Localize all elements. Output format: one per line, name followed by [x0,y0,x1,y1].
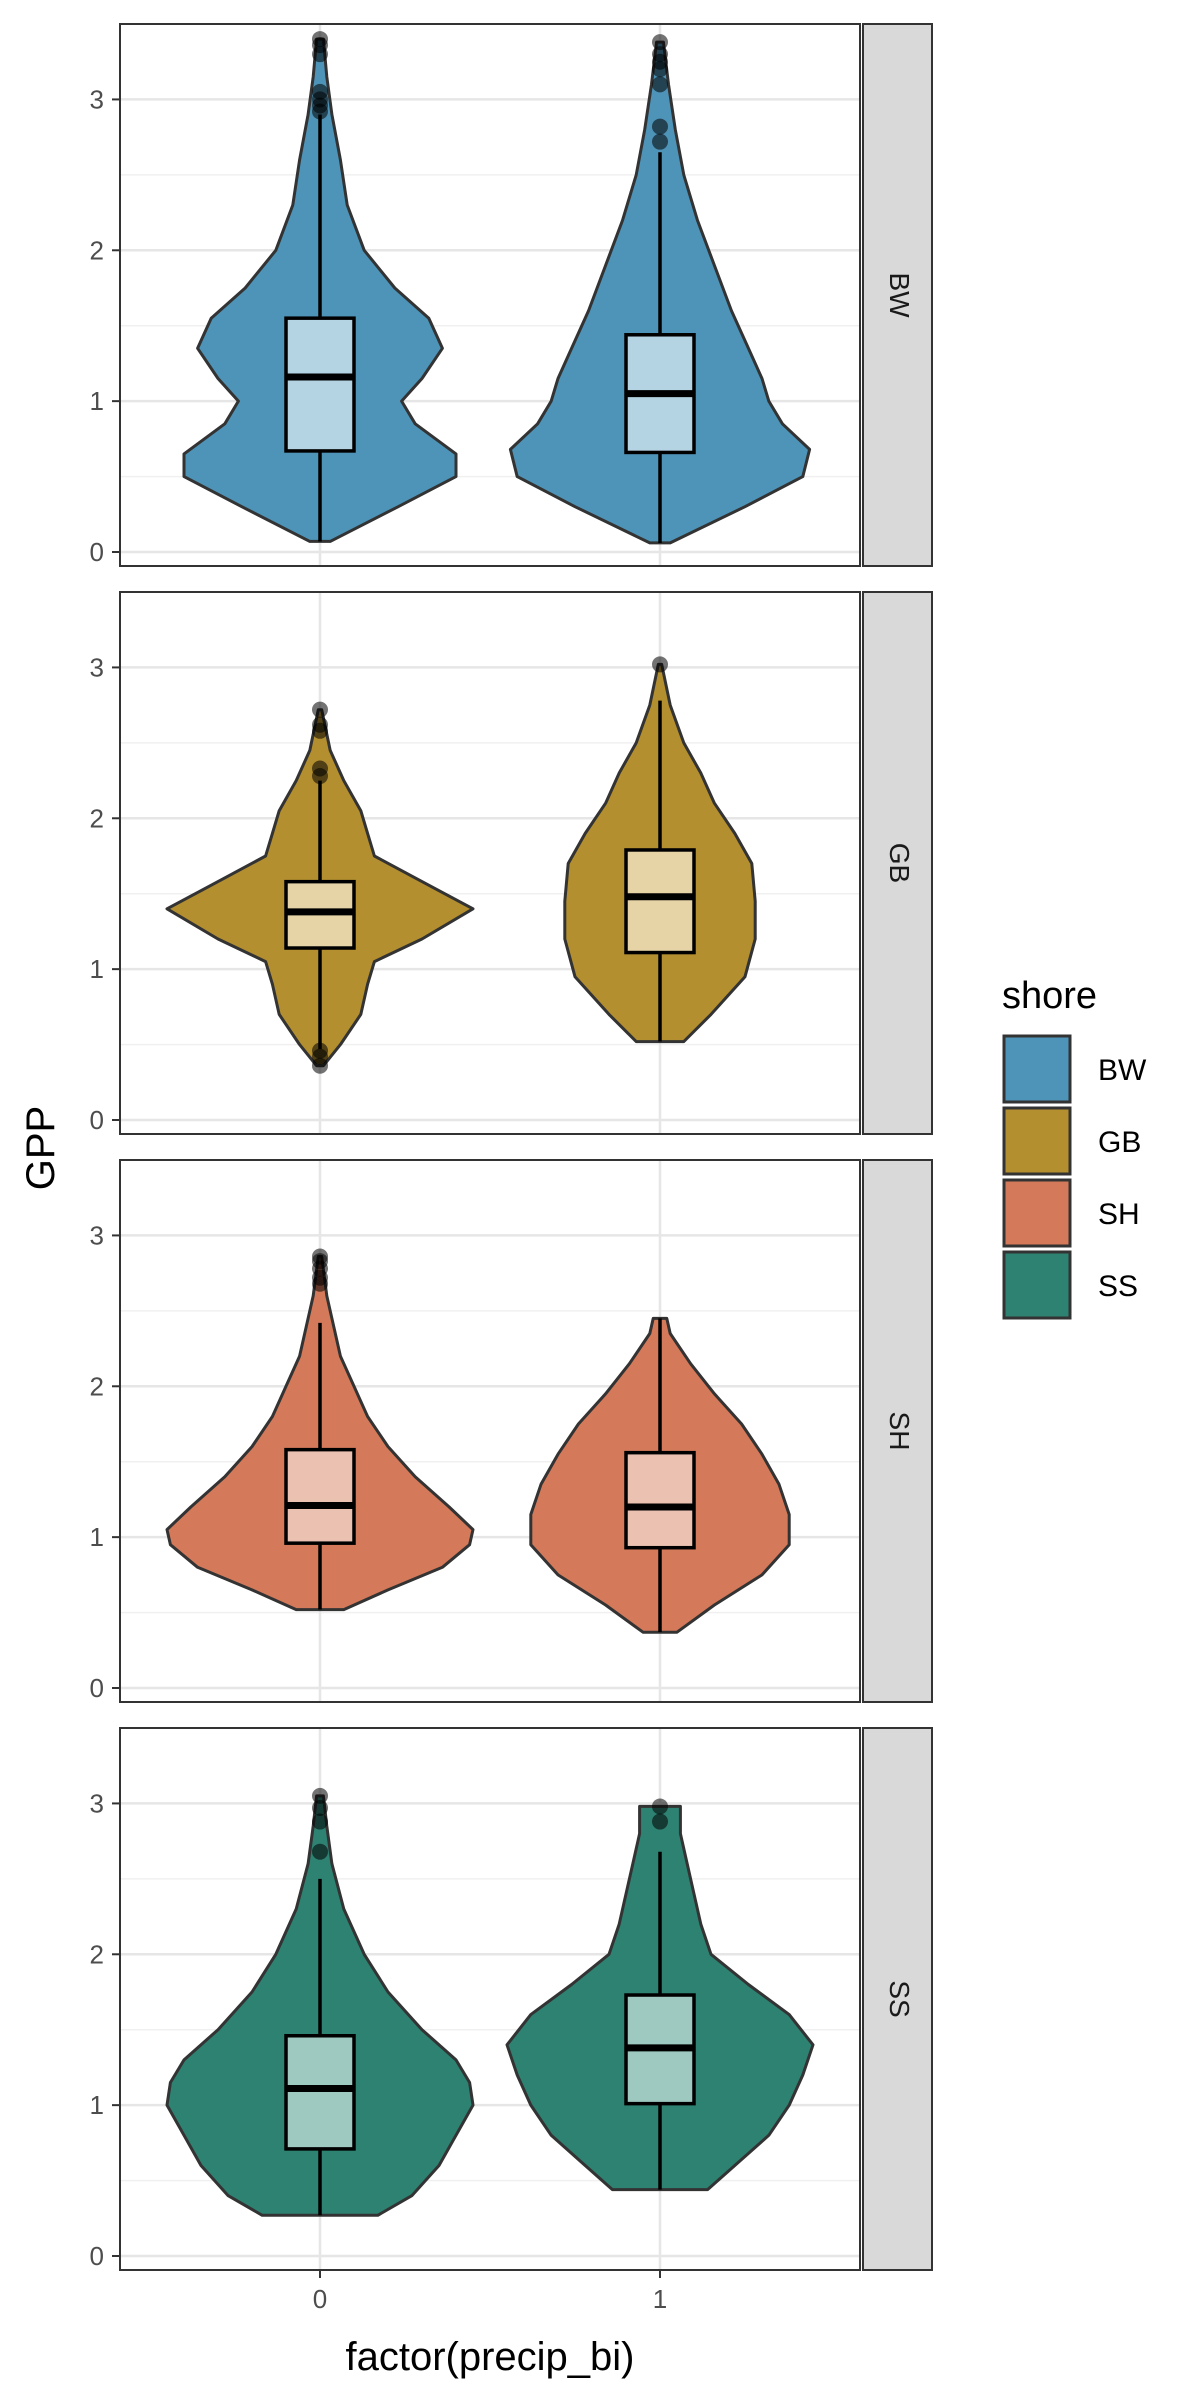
violin-group-1 [563,656,757,1044]
y-tick-label: 2 [90,1371,104,1401]
violin-group-1 [505,1798,815,2192]
x-tick-label: 0 [313,2284,327,2314]
violin-group-1 [508,34,812,545]
x-tick-label: 1 [653,2284,667,2314]
outlier-point [312,83,328,100]
y-tick-label: 2 [90,235,104,265]
panel-border [119,23,861,567]
outlier-point [652,118,668,135]
legend-key [1002,1106,1072,1176]
panel-ss: 0 1 2 3 SS 0 1 [90,1727,933,2314]
y-tick-label: 3 [90,84,104,114]
box [624,1450,696,1550]
outlier-point [312,701,328,718]
facet-strip-label: SS [884,1980,915,2017]
box [284,1447,356,1545]
legend-key [1002,1178,1072,1248]
box [284,2033,356,2151]
box [624,848,696,955]
legend-label: SS [1098,1270,1138,1303]
panel-border [119,591,861,1135]
x-axis-title: factor(precip_bi) [345,2335,634,2379]
violin-group-0 [165,1787,475,2217]
outlier-point [652,34,668,51]
legend-label: GB [1098,1126,1141,1159]
legend-key [1002,1034,1072,1104]
violin-group-0 [165,1248,475,1612]
y-tick-label: 0 [90,1673,104,1703]
y-tick-label: 0 [90,2241,104,2271]
facet-strip-label: BW [884,272,915,318]
panel-bw: 0 1 2 3 BW [90,23,933,567]
y-axis-title: GPP [19,1106,63,1190]
panel-background [120,1160,860,1702]
outlier-point [652,1798,668,1815]
facet-strip-label: SH [884,1412,915,1451]
facet-strip [862,1727,933,2271]
outlier-point [312,1799,328,1816]
outlier-point [312,1787,328,1804]
legend-entry-sh: SH [1002,1178,1140,1248]
outlier-point [652,1813,668,1830]
legend-key [1002,1250,1072,1320]
facet-strip [862,1159,933,1703]
y-tick-label: 3 [90,1220,104,1250]
panel-border [119,1159,861,1703]
outlier-point [312,760,328,777]
y-tick-label: 1 [90,1522,104,1552]
legend-entry-bw: BW [1002,1034,1147,1104]
box [284,316,356,453]
panel-sh: 0 1 2 3 SH [90,1159,933,1703]
legend-entry-ss: SS [1002,1250,1138,1320]
outlier-point [652,133,668,150]
outlier-point [652,656,668,673]
violin-group-0 [165,701,475,1074]
legend-entry-gb: GB [1002,1106,1141,1176]
y-tick-label: 1 [90,386,104,416]
y-tick-label: 3 [90,1788,104,1818]
legend-title: shore [1002,975,1097,1017]
y-tick-label: 1 [90,954,104,984]
outlier-point [312,1813,328,1830]
y-tick-label: 3 [90,652,104,682]
legend-label: SH [1098,1198,1140,1231]
y-tick-label: 0 [90,537,104,567]
legend: shore BW GB SH SS [1002,975,1147,1320]
y-tick-label: 2 [90,1939,104,1969]
outlier-point [312,716,328,733]
facet-strip-label: GB [884,843,915,883]
facet-strip [862,23,933,567]
panel-gb: 0 1 2 3 GB [90,591,933,1135]
outlier-point [312,1042,328,1059]
panels-layer: 0 1 2 3 BW 0 1 2 3 GB 0 1 2 3 SH 0 1 2 3 SS 0 1 [90,23,933,2314]
outlier-point [312,31,328,48]
y-tick-label: 2 [90,803,104,833]
facet-strip [862,591,933,1135]
y-tick-label: 0 [90,1105,104,1135]
outlier-point [312,1843,328,1860]
violin-group-0 [182,31,458,543]
violin-group-1 [529,1316,791,1634]
y-tick-label: 1 [90,2090,104,2120]
outlier-point [652,76,668,93]
panel-border [119,1727,861,2271]
outlier-point [652,46,668,63]
outlier-point [312,1248,328,1265]
legend-label: BW [1098,1054,1147,1087]
